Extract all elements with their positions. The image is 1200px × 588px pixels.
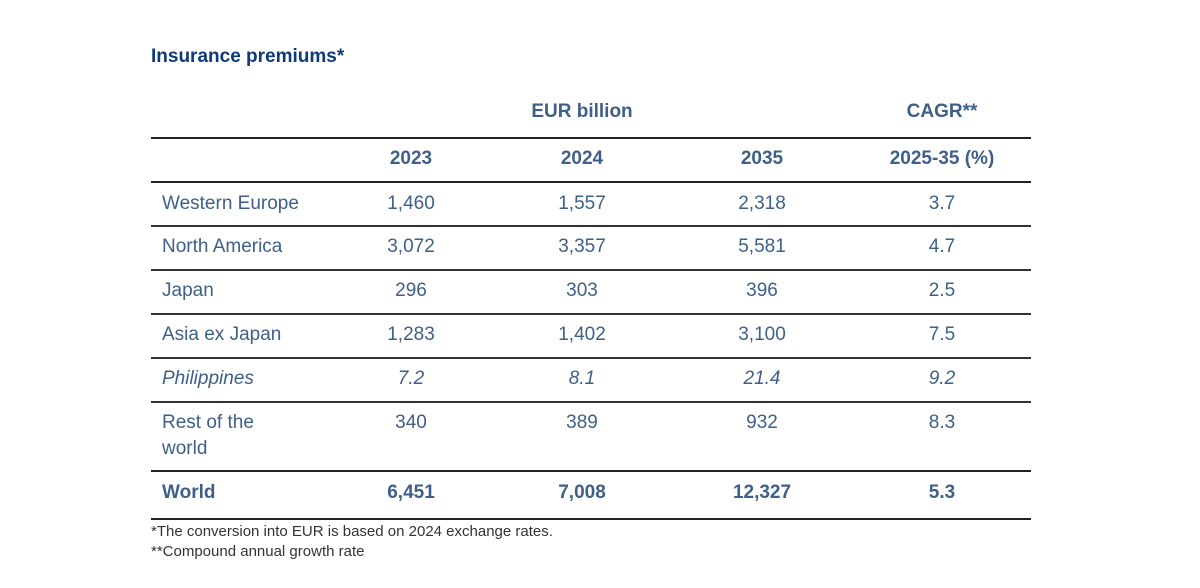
group-header-row: EUR billion CAGR** bbox=[151, 101, 1031, 131]
table-bottom-rule bbox=[151, 518, 1031, 520]
cell-cagr: 8.3 bbox=[928, 412, 956, 433]
header-bottom-rule bbox=[151, 181, 1031, 183]
row-label: World bbox=[162, 482, 216, 503]
cell-2024: 303 bbox=[566, 280, 598, 301]
cell-2035: 396 bbox=[746, 280, 778, 301]
cell-2035: 21.4 bbox=[743, 368, 781, 389]
table-top-rule bbox=[151, 137, 1031, 139]
row-label: Rest of the world bbox=[162, 412, 254, 459]
cell-2023: 6,451 bbox=[387, 482, 435, 503]
cell-cagr: 3.7 bbox=[928, 193, 956, 214]
cell-2024: 1,557 bbox=[558, 193, 606, 214]
cell-2023: 1,283 bbox=[387, 324, 435, 345]
cell-2024: 3,357 bbox=[558, 236, 606, 257]
cell-2023: 7.2 bbox=[397, 368, 425, 389]
group-header-eur-billion: EUR billion bbox=[531, 101, 633, 122]
cell-2035: 3,100 bbox=[738, 324, 786, 345]
column-header-2024: 2024 bbox=[560, 148, 604, 169]
cell-2023: 3,072 bbox=[387, 236, 435, 257]
row-label: North America bbox=[162, 236, 283, 257]
cell-2023: 296 bbox=[395, 280, 427, 301]
row-divider bbox=[151, 225, 1031, 227]
table-title: Insurance premiums* bbox=[151, 46, 345, 67]
column-header-2035: 2035 bbox=[740, 148, 784, 169]
cell-cagr: 2.5 bbox=[928, 280, 956, 301]
cell-2035: 5,581 bbox=[738, 236, 786, 257]
cell-cagr: 9.2 bbox=[928, 368, 956, 389]
total-top-rule bbox=[151, 470, 1031, 472]
footnote-exchange-rate: *The conversion into EUR is based on 202… bbox=[151, 523, 553, 540]
cell-2024: 1,402 bbox=[558, 324, 606, 345]
footnote-cagr: **Compound annual growth rate bbox=[151, 543, 365, 560]
cell-2024: 8.1 bbox=[568, 368, 596, 389]
cell-2024: 389 bbox=[566, 412, 598, 433]
row-divider bbox=[151, 269, 1031, 271]
cell-2035: 932 bbox=[746, 412, 778, 433]
row-divider bbox=[151, 401, 1031, 403]
row-divider bbox=[151, 313, 1031, 315]
column-header-2023: 2023 bbox=[389, 148, 433, 169]
column-header-cagr-period: 2025-35 (%) bbox=[889, 148, 995, 169]
cell-2035: 12,327 bbox=[732, 482, 792, 503]
row-label: Philippines bbox=[162, 368, 254, 389]
row-label: Japan bbox=[162, 280, 214, 301]
cell-2024: 7,008 bbox=[558, 482, 606, 503]
footnotes: *The conversion into EUR is based on 202… bbox=[151, 522, 553, 562]
cell-cagr: 7.5 bbox=[928, 324, 956, 345]
cell-cagr: 5.3 bbox=[928, 482, 956, 503]
cell-cagr: 4.7 bbox=[928, 236, 956, 257]
group-header-cagr: CAGR** bbox=[906, 101, 978, 122]
cell-2023: 1,460 bbox=[387, 193, 435, 214]
cell-2023: 340 bbox=[395, 412, 427, 433]
row-label: Asia ex Japan bbox=[162, 324, 282, 345]
cell-2035: 2,318 bbox=[738, 193, 786, 214]
row-label: Western Europe bbox=[162, 193, 299, 214]
row-divider bbox=[151, 357, 1031, 359]
